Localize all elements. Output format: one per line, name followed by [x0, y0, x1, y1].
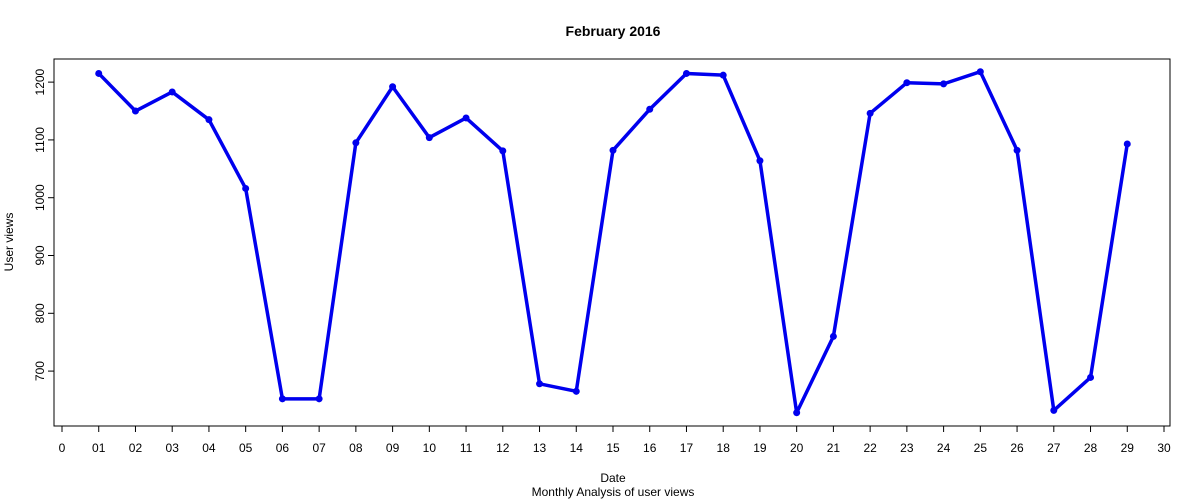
x-tick-label: 04: [202, 441, 216, 455]
data-point: [572, 387, 580, 395]
x-tick-label: 11: [460, 441, 473, 455]
y-tick-label: 700: [33, 361, 47, 381]
data-point: [536, 380, 544, 388]
x-tick-label: 19: [753, 441, 767, 455]
x-axis-title: Date: [600, 471, 626, 485]
series-line: [97, 69, 1129, 415]
chart-title: February 2016: [566, 23, 661, 39]
data-point: [646, 105, 654, 113]
y-tick-label: 900: [33, 245, 47, 265]
data-point: [756, 157, 764, 165]
y-axis-title: User views: [2, 213, 16, 272]
x-tick-label: 20: [790, 441, 804, 455]
data-point: [976, 68, 984, 76]
x-tick-label: 12: [496, 441, 510, 455]
y-axis: 700 800 900 1000 1100 1200: [33, 68, 54, 381]
data-point: [1087, 373, 1095, 381]
data-point: [242, 184, 250, 192]
x-tick-label: 17: [680, 441, 694, 455]
x-tick-label: 03: [166, 441, 180, 455]
x-tick-label: 25: [974, 441, 988, 455]
x-tick-label: 29: [1121, 441, 1135, 455]
data-point: [315, 395, 323, 403]
data-point: [793, 409, 801, 417]
x-tick-label: 10: [423, 441, 437, 455]
data-point: [278, 395, 286, 403]
data-point: [903, 79, 911, 87]
data-point: [131, 107, 139, 115]
y-tick-label: 1200: [33, 68, 47, 95]
data-point: [719, 71, 727, 79]
x-tick-label: 18: [717, 441, 731, 455]
data-point: [829, 332, 837, 340]
x-tick-label: 28: [1084, 441, 1098, 455]
x-tick-label: 0: [59, 441, 66, 455]
x-tick-label: 08: [349, 441, 363, 455]
x-tick-label: 02: [129, 441, 143, 455]
data-point: [462, 114, 470, 122]
y-tick-label: 1100: [33, 127, 47, 153]
x-tick-label: 14: [570, 441, 584, 455]
data-point: [940, 80, 948, 88]
x-tick-label: 05: [239, 441, 253, 455]
chart-subtitle: Monthly Analysis of user views: [532, 485, 695, 499]
data-point: [352, 139, 360, 147]
x-tick-label: 26: [1010, 441, 1024, 455]
data-point: [609, 146, 617, 154]
data-point: [168, 88, 176, 96]
data-point: [866, 109, 874, 117]
x-tick-label: 13: [533, 441, 547, 455]
x-tick-label: 16: [643, 441, 657, 455]
y-tick-label: 1000: [33, 184, 47, 211]
x-tick-label: 21: [827, 441, 841, 455]
data-point: [389, 83, 397, 91]
data-point: [499, 147, 507, 155]
x-tick-label: 24: [937, 441, 951, 455]
x-tick-label: 06: [276, 441, 290, 455]
x-tick-label: 15: [606, 441, 620, 455]
plot-frame: [53, 58, 1171, 427]
x-axis: 0 01 02 03 04 05 06 07 08 09 10 11 12 13 14 15 16 17 18 19 2…: [59, 426, 1171, 455]
x-tick-label: 30: [1157, 441, 1171, 455]
x-tick-label: 27: [1047, 441, 1061, 455]
data-point: [425, 134, 433, 142]
x-tick-label: 09: [386, 441, 400, 455]
data-point: [95, 69, 103, 77]
data-point: [682, 69, 690, 77]
y-tick-label: 800: [33, 303, 47, 323]
x-tick-label: 01: [92, 441, 106, 455]
data-point: [1050, 406, 1058, 414]
series-layer: [95, 68, 1131, 417]
x-tick-label: 22: [863, 441, 877, 455]
data-point: [1013, 146, 1021, 154]
x-tick-label: 07: [312, 441, 326, 455]
data-point: [205, 116, 213, 124]
x-tick-label: 23: [900, 441, 914, 455]
data-point: [1123, 140, 1131, 148]
